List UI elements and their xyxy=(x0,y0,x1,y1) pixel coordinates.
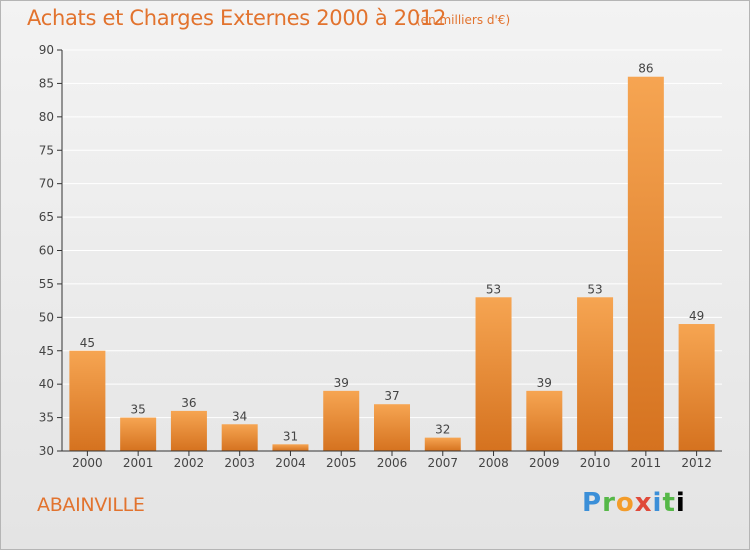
x-tick-label-2001: 2001 xyxy=(123,456,154,470)
data-label-2007: 32 xyxy=(435,423,450,437)
bar-2007 xyxy=(424,437,461,451)
bar-2006 xyxy=(374,404,410,451)
x-tick-label-2007: 2007 xyxy=(427,456,458,470)
x-tick-label-2000: 2000 xyxy=(72,456,103,470)
data-label-2009: 39 xyxy=(537,376,552,390)
x-tick-label-2012: 2012 xyxy=(681,456,712,470)
data-label-2005: 39 xyxy=(334,376,349,390)
bar-2003 xyxy=(221,424,258,451)
x-tick-label-2011: 2011 xyxy=(631,456,662,470)
labels: 30 35 40 45 50 55 60 65 70 75 80 85 90 45 2000 35 2001 36… xyxy=(39,43,712,470)
x-tick-label-2002: 2002 xyxy=(174,456,205,470)
bars xyxy=(69,76,715,451)
y-tick-label: 45 xyxy=(39,344,54,358)
y-tick-label: 85 xyxy=(39,76,54,90)
y-tick-label: 50 xyxy=(39,310,54,324)
bar-2002 xyxy=(170,410,207,451)
commune-name: ABAINVILLE xyxy=(37,494,145,516)
x-tick-label-2010: 2010 xyxy=(580,456,611,470)
chart-subtitle: (en milliers d'€) xyxy=(416,13,511,27)
bar-2010 xyxy=(577,297,614,451)
data-label-2008: 53 xyxy=(486,282,501,296)
y-tick-label: 35 xyxy=(39,411,54,425)
data-label-2010: 53 xyxy=(587,282,602,296)
bar-2004 xyxy=(272,444,309,451)
data-label-2003: 34 xyxy=(232,409,247,423)
bar-2005 xyxy=(323,390,360,451)
x-tick-label-2005: 2005 xyxy=(326,456,357,470)
proxiti-logo: Proxiti xyxy=(582,488,686,518)
x-tick-label-2006: 2006 xyxy=(377,456,408,470)
data-label-2002: 36 xyxy=(181,396,196,410)
x-tick-label-2004: 2004 xyxy=(275,456,306,470)
chart-title: Achats et Charges Externes 2000 à 2012 xyxy=(27,6,447,30)
bar-2009 xyxy=(526,390,563,451)
x-tick-label-2003: 2003 xyxy=(224,456,255,470)
axes xyxy=(57,49,722,456)
y-tick-label: 30 xyxy=(39,444,54,458)
y-tick-label: 90 xyxy=(39,43,54,57)
x-tick-label-2008: 2008 xyxy=(478,456,509,470)
data-label-2004: 31 xyxy=(283,429,298,443)
y-tick-label: 40 xyxy=(39,377,54,391)
y-tick-label: 70 xyxy=(39,177,54,191)
y-tick-label: 60 xyxy=(39,244,54,258)
data-label-2012: 49 xyxy=(689,309,704,323)
data-label-2006: 37 xyxy=(384,389,399,403)
x-tick-label-2009: 2009 xyxy=(529,456,560,470)
bar-2012 xyxy=(678,324,715,451)
bar-2011 xyxy=(627,76,664,451)
y-tick-label: 65 xyxy=(39,210,54,224)
bar-2001 xyxy=(120,417,157,451)
y-tick-label: 75 xyxy=(39,143,54,157)
bar-2000 xyxy=(69,350,106,451)
y-tick-label: 55 xyxy=(39,277,54,291)
y-tick-label: 80 xyxy=(39,110,54,124)
data-label-2001: 35 xyxy=(131,403,146,417)
bar-2008 xyxy=(475,297,512,451)
data-label-2000: 45 xyxy=(80,336,95,350)
data-label-2011: 86 xyxy=(638,62,653,76)
